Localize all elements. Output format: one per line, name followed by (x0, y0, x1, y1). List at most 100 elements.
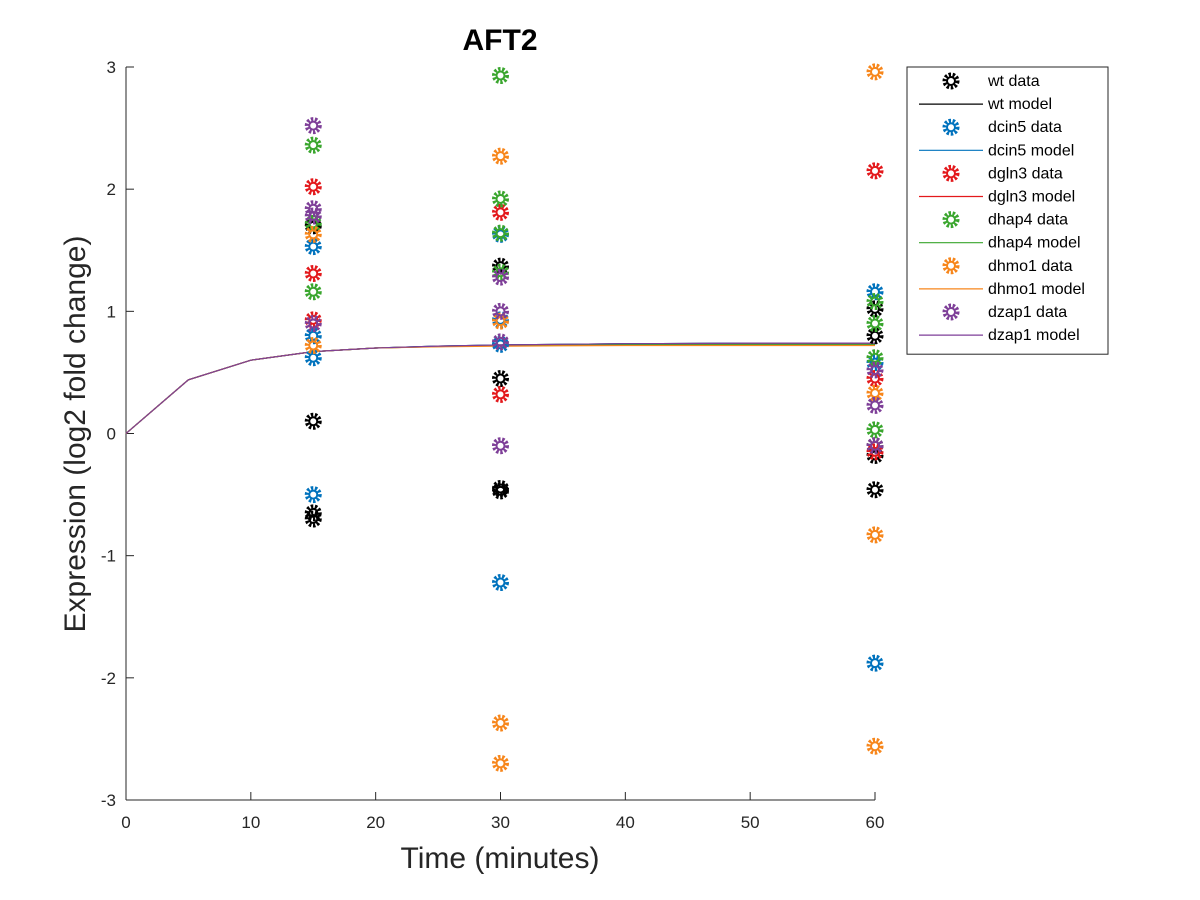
y-axis-label: Expression (log2 fold change) (59, 236, 92, 633)
marker-core (495, 373, 506, 384)
data-point-dzap1 (304, 315, 322, 333)
x-tick-label: 60 (866, 813, 885, 832)
marker-ring (942, 211, 960, 229)
legend-marker-dhmo1 (942, 257, 960, 275)
data-point-dzap1 (492, 302, 509, 320)
x-tick-label: 10 (241, 813, 260, 832)
data-point-dgln3 (304, 264, 322, 282)
legend-label-dgln3-model: dgln3 model (988, 189, 1075, 206)
legend-label-dhmo1-data: dhmo1 data (988, 258, 1073, 275)
data-point-wt (304, 412, 322, 430)
data-point-dcin5 (304, 486, 322, 504)
legend-label-dhap4-data: dhap4 data (988, 212, 1068, 229)
marker-ring (304, 178, 322, 196)
data-point-dhmo1 (492, 147, 509, 165)
data-point-dhap4 (866, 421, 884, 439)
marker-ring (866, 300, 884, 318)
legend-label-dcin5-model: dcin5 model (988, 142, 1074, 159)
marker-core (308, 203, 319, 214)
marker-core (308, 229, 319, 240)
data-point-dcin5 (866, 654, 884, 672)
marker-ring (942, 72, 960, 90)
data-point-wt (866, 481, 884, 499)
marker-ring (304, 337, 322, 355)
marker-core (495, 151, 506, 162)
x-tick-label: 40 (616, 813, 635, 832)
x-tick-label: 30 (491, 813, 510, 832)
marker-core (870, 484, 880, 495)
data-point-dhmo1 (492, 714, 509, 732)
data-point-dhap4 (304, 283, 322, 301)
data-point-dhmo1 (866, 737, 884, 755)
y-tick-label: 2 (107, 180, 116, 199)
marker-ring (492, 714, 509, 732)
marker-core (308, 286, 319, 297)
data-point-dzap1 (866, 437, 884, 455)
data-point-dhap4 (304, 136, 322, 154)
marker-ring (304, 207, 322, 225)
data-point-dhmo1 (304, 337, 322, 355)
marker-core (308, 416, 319, 427)
y-tick-label: -1 (101, 547, 116, 566)
marker-ring (866, 361, 884, 379)
marker-ring (304, 504, 322, 522)
marker-core (308, 318, 319, 329)
marker-core (495, 306, 506, 317)
marker-core (495, 440, 506, 451)
marker-core (495, 207, 506, 218)
marker-ring (492, 437, 509, 455)
marker-core (308, 120, 319, 131)
marker-ring (304, 283, 322, 301)
legend-marker-wt (942, 72, 960, 90)
marker-ring (942, 257, 960, 275)
data-point-wt (492, 370, 509, 388)
marker-ring (492, 190, 509, 208)
data-point-dzap1 (866, 396, 884, 414)
data-point-dzap1 (492, 333, 509, 351)
data-point-dhmo1 (866, 526, 884, 544)
legend-label-dzap1-data: dzap1 data (988, 304, 1067, 321)
marker-core (495, 485, 506, 496)
marker-ring (492, 385, 509, 403)
x-tick-label: 20 (366, 813, 385, 832)
y-tick-label: 1 (107, 302, 116, 321)
data-point-dzap1 (304, 200, 322, 218)
legend-box (906, 66, 1109, 355)
marker-ring (866, 437, 884, 455)
marker-core (946, 260, 956, 271)
chart-title: AFT2 (463, 24, 538, 57)
marker-core (946, 122, 956, 133)
marker-ring (304, 486, 322, 504)
data-point-dhap4 (866, 293, 884, 311)
y-tick-label: -3 (101, 791, 116, 810)
marker-ring (492, 482, 509, 500)
marker-core (946, 168, 956, 179)
data-point-dzap1 (866, 361, 884, 379)
y-tick-label: 3 (107, 58, 116, 77)
data-point-wt (304, 510, 322, 528)
marker-core (495, 70, 506, 81)
marker-core (870, 165, 880, 176)
marker-ring (866, 443, 884, 461)
legend-label-dcin5-data: dcin5 data (988, 119, 1062, 136)
marker-ring (492, 574, 509, 592)
data-point-dhmo1 (492, 754, 509, 772)
legend-marker-dcin5 (942, 118, 960, 136)
data-point-dhap4 (492, 67, 509, 85)
data-point-dhap4 (492, 224, 509, 242)
plot-area: 0 10 20 30 40 50 60 -3 -2 -1 0 1 2 3 (101, 58, 885, 832)
marker-ring (304, 117, 322, 135)
marker-ring (304, 315, 322, 333)
marker-ring (492, 333, 509, 351)
marker-ring (304, 136, 322, 154)
marker-ring (492, 370, 509, 388)
marker-ring (866, 526, 884, 544)
marker-ring (866, 396, 884, 414)
marker-core (870, 66, 880, 77)
marker-ring (866, 370, 884, 388)
legend-label-dgln3-data: dgln3 data (988, 165, 1063, 182)
legend-label-dhmo1-model: dhmo1 model (988, 281, 1085, 298)
marker-core (495, 272, 506, 283)
marker-core (946, 214, 956, 225)
